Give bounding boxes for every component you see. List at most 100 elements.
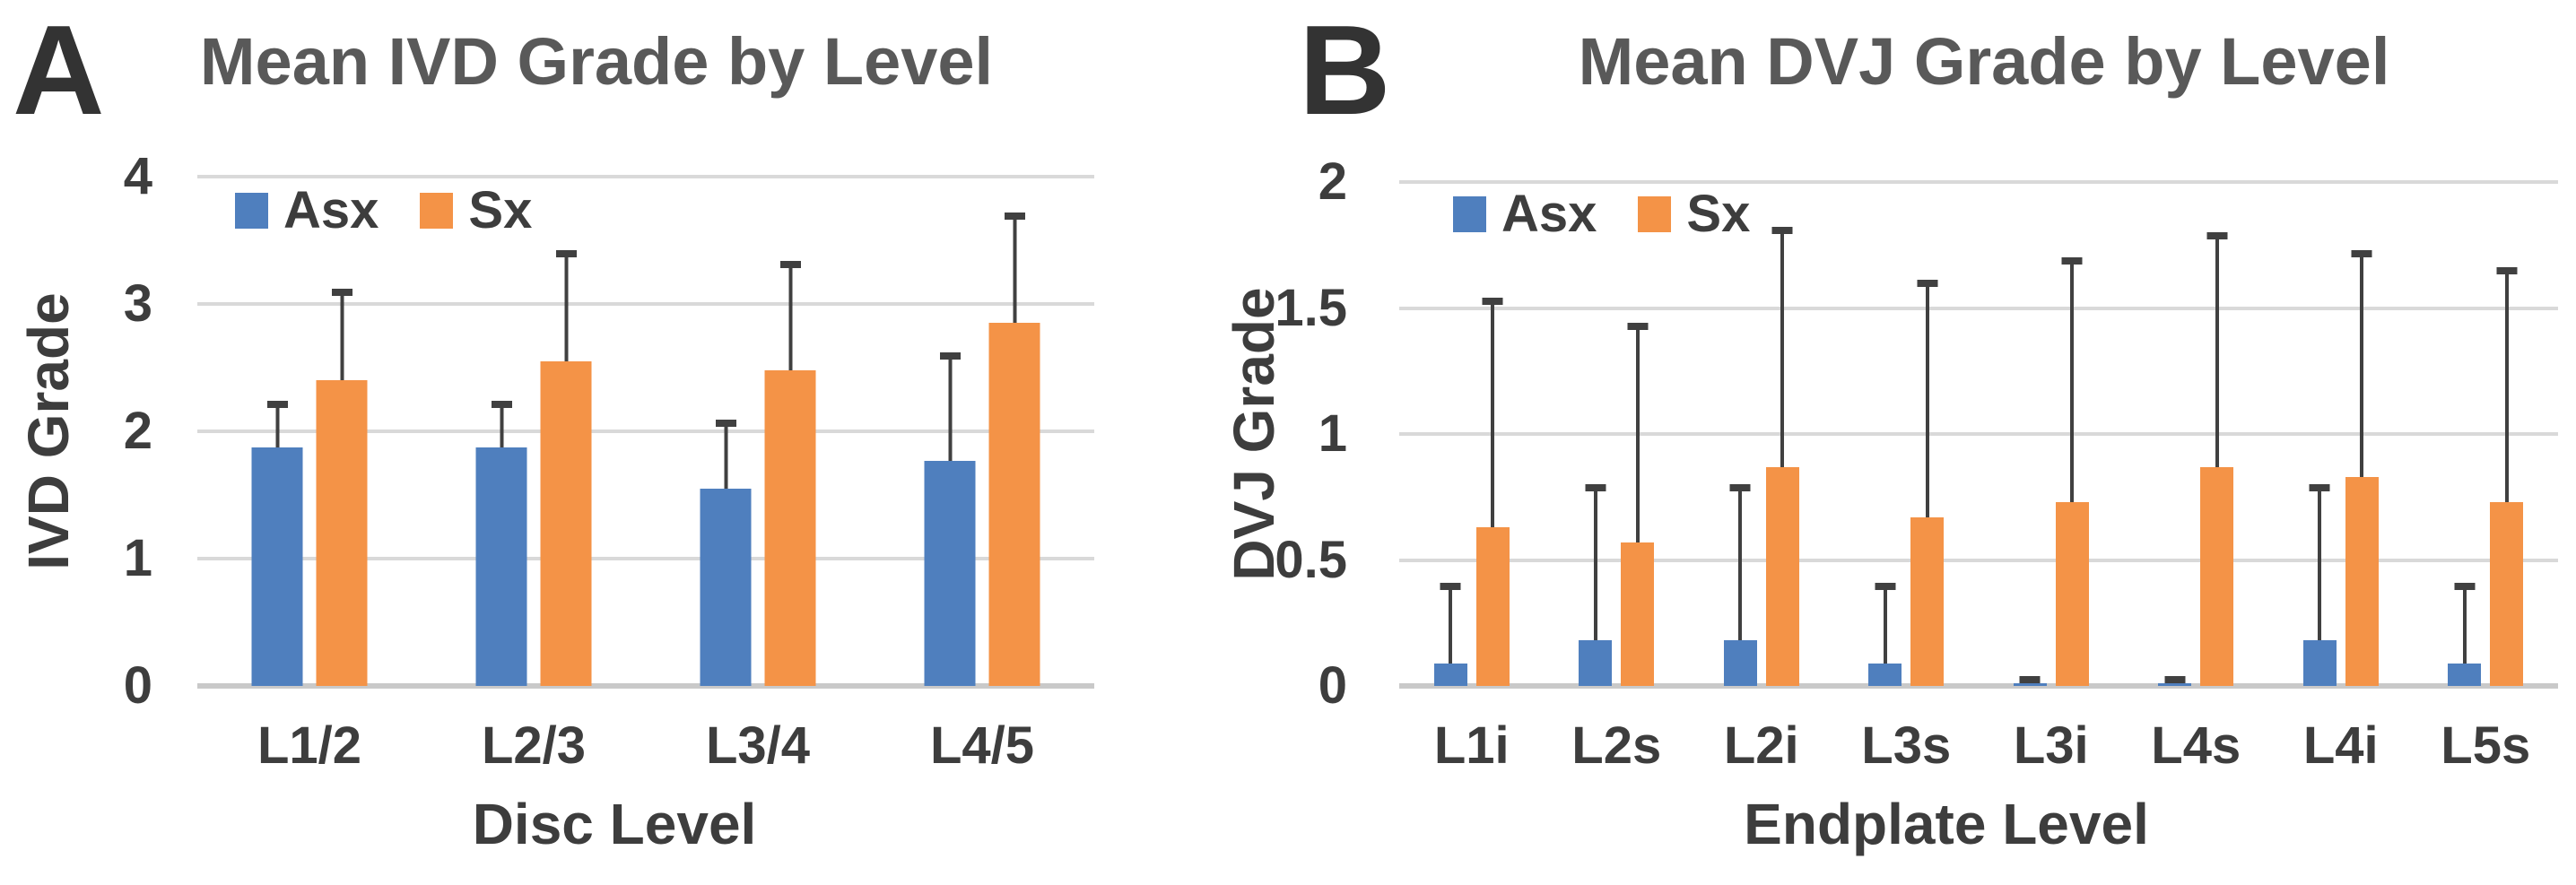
bar-group-L3s xyxy=(1834,182,1980,686)
error-bar-cap xyxy=(1440,582,1461,590)
bar-group-L2/3 xyxy=(422,177,646,686)
bar-asx-L2/3 xyxy=(475,400,527,686)
bar-pair xyxy=(924,212,1040,686)
gridline-y3 xyxy=(197,302,1094,306)
error-bar-cap xyxy=(2496,267,2518,275)
x-tick-label-L3s: L3s xyxy=(1861,716,1952,775)
error-bar-cap xyxy=(2206,232,2228,240)
bar-asx-L2i xyxy=(1723,484,1757,686)
error-bar xyxy=(2351,249,2372,477)
y-tick-label: 0 xyxy=(1318,656,1347,715)
bar-pair xyxy=(1723,227,1799,686)
error-bar xyxy=(266,400,288,448)
error-bar-cap xyxy=(1875,582,1896,590)
x-tick-label-L4i: L4i xyxy=(2302,716,2379,775)
bar-sx-L2s xyxy=(1621,323,1655,686)
error-bar xyxy=(2206,232,2228,467)
error-bar xyxy=(1917,280,1938,517)
error-bar xyxy=(1440,582,1461,664)
chart-title-a: Mean IVD Grade by Level xyxy=(199,24,994,99)
bar-group-L4s xyxy=(2124,182,2269,686)
legend-label: Asx xyxy=(283,181,379,239)
error-bar xyxy=(491,400,512,448)
y-tick-label: 2 xyxy=(123,402,152,460)
error-bar xyxy=(2164,675,2186,684)
bar-group-L1i xyxy=(1399,182,1545,686)
gridline-y0.5 xyxy=(1399,558,2558,562)
error-bar xyxy=(555,250,577,361)
legend-swatch-asx xyxy=(1453,196,1486,232)
bar-asx-L3/4 xyxy=(700,420,752,686)
y-tick-label: 0 xyxy=(123,656,152,715)
error-bar xyxy=(939,351,961,461)
error-bar-cap xyxy=(2454,582,2476,590)
bar-asx-L3i xyxy=(2013,675,2047,686)
error-bar xyxy=(1875,582,1896,664)
bar-pair xyxy=(2158,232,2234,686)
legend-swatch-sx xyxy=(420,193,454,229)
x-tick-label-L5s: L5s xyxy=(2441,716,2531,775)
x-axis-line xyxy=(197,683,1094,689)
bar-sx-L3i xyxy=(2055,257,2089,686)
error-bar-cap xyxy=(1004,212,1025,220)
bar-group-L2s xyxy=(1545,182,1690,686)
bar-asx-L1/2 xyxy=(251,400,303,686)
error-bar-cap xyxy=(1729,484,1751,492)
error-bar-cap xyxy=(491,400,512,408)
bar-sx-L4s xyxy=(2200,232,2234,686)
error-bar xyxy=(1729,484,1751,641)
bar-pair xyxy=(475,250,592,686)
bar-pair xyxy=(2448,267,2524,686)
legend-swatch-sx xyxy=(1638,196,1672,232)
error-bar-cap xyxy=(555,250,577,258)
error-bar xyxy=(2496,267,2518,502)
bar-asx-L5s xyxy=(2448,582,2482,686)
y-tick-label: 3 xyxy=(123,274,152,333)
plot-area-b: L1i L2s L2i L3s L3i L4s L4i L5s xyxy=(1399,180,2559,772)
panel-letter-b: B xyxy=(1299,0,1391,142)
bar-pair xyxy=(1433,298,1510,686)
chart-title-b: Mean DVJ Grade by Level xyxy=(1578,24,2390,99)
error-bar-cap xyxy=(1585,484,1606,492)
bar-sx-L2i xyxy=(1765,227,1799,686)
x-axis-title-a: Disc Level xyxy=(472,792,757,856)
bar-pair xyxy=(700,260,816,686)
error-bar xyxy=(2309,484,2330,641)
error-bar xyxy=(779,260,801,370)
x-tick-label-L3i: L3i xyxy=(2013,716,2089,775)
legend-label: Asx xyxy=(1501,185,1597,243)
error-bar-cap xyxy=(266,400,288,408)
bar-pair xyxy=(251,288,368,686)
bar-group-L3i xyxy=(1979,182,2124,686)
bar-asx-L4i xyxy=(2302,484,2337,686)
bar-pair xyxy=(2302,249,2379,686)
bar-pair xyxy=(1579,323,1655,686)
error-bar xyxy=(1585,484,1606,641)
x-tick-label-L2/3: L2/3 xyxy=(481,716,587,775)
y-tick-label: 4 xyxy=(123,147,152,205)
bar-group-L5s xyxy=(2414,182,2559,686)
legend-entry-sx: Sx xyxy=(1638,188,1750,240)
error-bar-cap xyxy=(2061,257,2083,265)
x-tick-label-L1i: L1i xyxy=(1433,716,1510,775)
bar-sx-L4i xyxy=(2345,249,2379,686)
error-bar-cap xyxy=(1482,298,1503,306)
y-tick-label: 1.5 xyxy=(1275,278,1347,337)
y-tick-label: 0.5 xyxy=(1275,530,1347,589)
error-bar xyxy=(1771,227,1793,467)
legend-entry-asx: Asx xyxy=(1453,188,1597,240)
error-bar-cap xyxy=(2164,675,2186,683)
error-bar-cap xyxy=(1771,227,1793,235)
plot-area-a: L1/2 L2/3 L3/4 L4/5 xyxy=(197,175,1094,772)
bar-sx-L3s xyxy=(1910,280,1945,686)
y-tick-label: 2 xyxy=(1318,152,1347,211)
error-bar-cap xyxy=(715,420,736,428)
legend-entry-asx: Asx xyxy=(235,185,379,237)
bar-pair xyxy=(2013,257,2089,686)
x-axis-line xyxy=(1399,683,2558,689)
bar-pair xyxy=(1868,280,1945,686)
bar-sx-L5s xyxy=(2490,267,2524,686)
error-bar-cap xyxy=(2309,484,2330,492)
